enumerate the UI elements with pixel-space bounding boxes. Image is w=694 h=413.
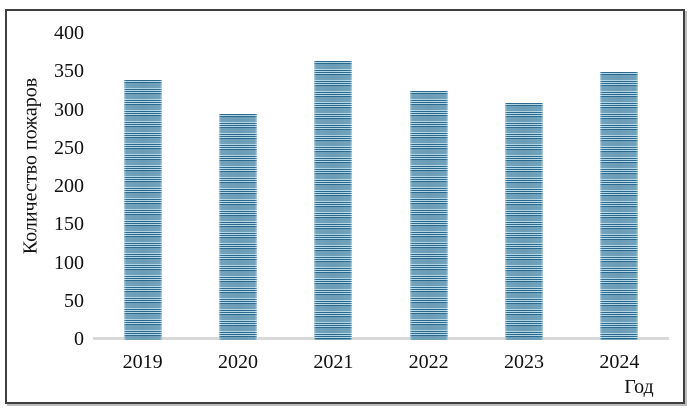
bar-2021 xyxy=(314,60,353,340)
y-tick-label: 400 xyxy=(54,22,84,44)
x-axis-title: Год xyxy=(624,376,654,398)
x-axis-line xyxy=(93,337,669,340)
y-tick-label: 300 xyxy=(54,98,84,121)
x-tick-label-2024: 2024 xyxy=(599,351,640,373)
y-tick-label: 350 xyxy=(54,60,84,83)
bar-2019 xyxy=(123,79,162,340)
y-tick-label: 150 xyxy=(54,213,84,236)
bar-2024 xyxy=(600,72,639,340)
x-tick-label-2020: 2020 xyxy=(218,351,258,373)
y-tick-label: 200 xyxy=(54,175,84,197)
y-tick-label: 50 xyxy=(64,289,84,312)
x-tick-label-2021: 2021 xyxy=(313,351,354,373)
bar-2020 xyxy=(219,114,257,340)
x-tick-label-2022: 2022 xyxy=(408,351,449,373)
bar-2022 xyxy=(409,91,448,340)
y-tick-label: 250 xyxy=(54,136,84,159)
y-tick-label: 100 xyxy=(54,251,84,274)
x-tick-label-2023: 2023 xyxy=(504,351,544,373)
x-tick-label-2019: 2019 xyxy=(122,351,163,373)
y-tick-label: 0 xyxy=(74,328,84,350)
bar-2023 xyxy=(505,102,543,340)
